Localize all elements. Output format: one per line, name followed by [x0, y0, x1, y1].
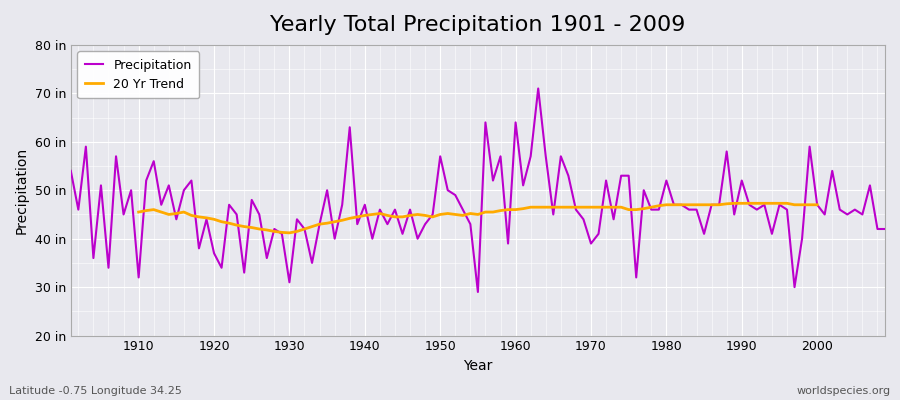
Precipitation — [337, 202, 347, 207]
Text: Latitude -0.75 Longitude 34.25: Latitude -0.75 Longitude 34.25 — [9, 386, 182, 396]
Precipitation — [66, 168, 77, 173]
Precipitation — [518, 183, 528, 188]
Precipitation — [126, 188, 137, 193]
20 Yr Trend — [299, 226, 310, 231]
20 Yr Trend — [533, 205, 544, 210]
20 Yr Trend — [729, 201, 740, 206]
20 Yr Trend — [805, 202, 815, 207]
20 Yr Trend — [284, 230, 295, 235]
Precipitation — [879, 226, 890, 231]
Legend: Precipitation, 20 Yr Trend: Precipitation, 20 Yr Trend — [77, 51, 199, 98]
X-axis label: Year: Year — [464, 359, 492, 373]
Title: Yearly Total Precipitation 1901 - 2009: Yearly Total Precipitation 1901 - 2009 — [270, 15, 686, 35]
20 Yr Trend — [714, 202, 724, 207]
20 Yr Trend — [133, 210, 144, 214]
Precipitation — [472, 290, 483, 294]
Precipitation — [533, 86, 544, 91]
Text: worldspecies.org: worldspecies.org — [796, 386, 891, 396]
Y-axis label: Precipitation: Precipitation — [15, 147, 29, 234]
20 Yr Trend — [314, 222, 325, 226]
Line: 20 Yr Trend: 20 Yr Trend — [139, 203, 817, 233]
20 Yr Trend — [812, 202, 823, 207]
Precipitation — [292, 217, 302, 222]
Precipitation — [510, 120, 521, 125]
20 Yr Trend — [216, 219, 227, 224]
Line: Precipitation: Precipitation — [71, 88, 885, 292]
Precipitation — [616, 173, 626, 178]
